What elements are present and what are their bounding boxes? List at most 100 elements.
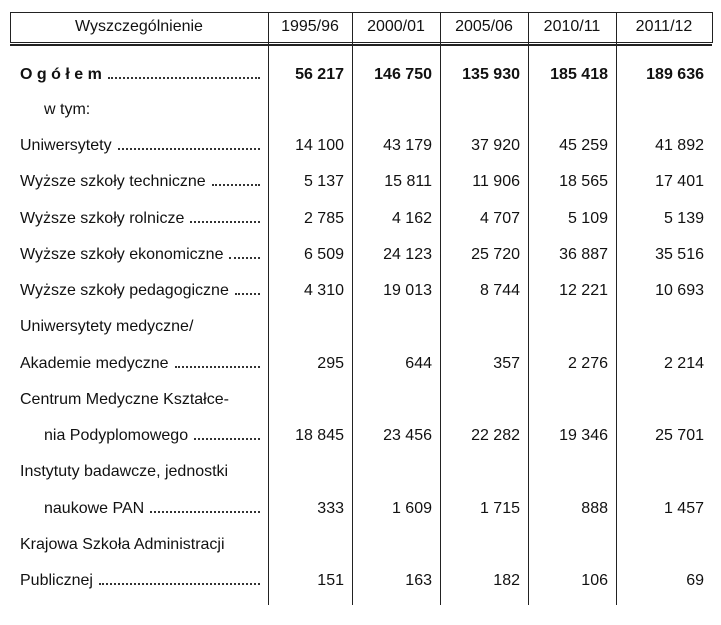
label-text: naukowe PAN: [44, 499, 145, 517]
leader: [234, 279, 260, 295]
rule: [10, 44, 712, 46]
cell-value: 4 162: [391, 209, 432, 227]
cell-value: 333: [317, 499, 344, 517]
cell-value: 11 906: [472, 173, 520, 191]
row-label: Uniwersytety: [20, 134, 262, 158]
cell-value: 5 137: [303, 173, 344, 191]
column-rule: [352, 12, 353, 605]
header-year: 1995/96: [281, 18, 339, 35]
cell-value: 163: [405, 572, 432, 589]
header-year: 2005/06: [455, 18, 513, 35]
cell-value: 14 100: [295, 137, 344, 154]
row-label: nia Podyplomowego: [44, 424, 262, 448]
cell-value: 56 217: [295, 66, 344, 83]
row-label: Wyższe szkoły techniczne: [20, 170, 262, 194]
leader: [150, 497, 260, 513]
label-text: Krajowa Szkoła Administracji: [20, 535, 225, 553]
cell-value: 2 214: [663, 354, 704, 372]
cell-value: 45 259: [559, 137, 608, 154]
row-label: naukowe PAN: [44, 497, 262, 521]
column-rule: [528, 12, 529, 605]
header-year: 2010/11: [543, 18, 601, 35]
row-label: Publicznej: [20, 569, 262, 593]
cell-value: 106: [581, 572, 608, 589]
cell-value: 19 013: [383, 282, 432, 299]
label-text: nia Podyplomowego: [44, 427, 189, 444]
label-text: O g ó ł e m: [20, 66, 102, 83]
leader: [174, 352, 260, 368]
column-rule: [616, 12, 617, 605]
cell-value: 15 811: [384, 173, 432, 191]
row-label: Wyższe szkoły pedagogiczne: [20, 279, 262, 303]
leader: [194, 424, 260, 440]
leader: [190, 207, 260, 223]
row-label: Wyższe szkoły ekonomiczne: [20, 243, 262, 267]
leader: [107, 63, 260, 79]
cell-value: 4 707: [479, 209, 520, 227]
cell-value: 43 179: [383, 137, 432, 154]
row-label: Centrum Medyczne Kształce-: [20, 388, 262, 412]
cell-value: 24 123: [383, 245, 432, 263]
header-year: 2011/12: [635, 18, 693, 35]
cell-value: 6 509: [303, 245, 344, 263]
label-text: Uniwersytety medyczne/: [20, 318, 194, 336]
cell-value: 888: [581, 499, 608, 517]
cell-value: 8 744: [479, 282, 520, 299]
leader: [211, 170, 260, 187]
cell-value: 69: [686, 572, 704, 589]
leader: [98, 569, 260, 585]
cell-value: 22 282: [471, 427, 520, 444]
cell-value: 1 715: [479, 499, 520, 517]
cell-value: 37 920: [471, 137, 520, 154]
cell-value: 189 636: [646, 66, 704, 83]
row-label: w tym:: [44, 98, 262, 122]
cell-value: 135 930: [462, 66, 520, 83]
cell-value: 146 750: [374, 66, 432, 83]
cell-value: 23 456: [383, 427, 432, 444]
cell-value: 1 457: [663, 499, 704, 517]
cell-value: 5 109: [567, 209, 608, 227]
cell-value: 5 139: [663, 209, 704, 227]
cell-value: 151: [317, 572, 344, 589]
cell-value: 25 701: [655, 427, 704, 444]
cell-value: 4 310: [303, 282, 344, 299]
row-label: Akademie medyczne: [20, 352, 262, 376]
row-label: Wyższe szkoły rolnicze: [20, 207, 262, 231]
cell-value: 36 887: [559, 245, 608, 263]
label-text: Wyższe szkoły pedagogiczne: [20, 282, 229, 299]
label-text: Instytuty badawcze, jednostki: [20, 463, 229, 481]
header-year: 2000/01: [367, 18, 425, 35]
header-label: Wyszczególnienie: [75, 18, 203, 35]
rule: [10, 12, 11, 43]
leader: [117, 134, 260, 150]
leader: [229, 243, 260, 259]
cell-value: 1 609: [391, 499, 432, 517]
label-text: w tym:: [44, 101, 91, 118]
row-label: Krajowa Szkoła Administracji: [20, 533, 262, 557]
cell-value: 35 516: [655, 245, 704, 263]
cell-value: 357: [493, 354, 520, 372]
cell-value: 41 892: [655, 137, 704, 154]
cell-value: 17 401: [655, 173, 704, 191]
cell-value: 19 346: [559, 427, 608, 444]
label-text: Uniwersytety: [20, 137, 112, 154]
cell-value: 2 276: [567, 354, 608, 372]
column-rule: [268, 12, 269, 605]
row-label: Instytuty badawcze, jednostki: [20, 460, 262, 484]
column-rule: [440, 12, 441, 605]
cell-value: 25 720: [471, 245, 520, 263]
row-label: O g ó ł e m: [20, 63, 262, 87]
cell-value: 18 565: [559, 173, 608, 191]
rule: [10, 12, 712, 13]
cell-value: 295: [317, 354, 344, 372]
label-text: Centrum Medyczne Kształce-: [20, 390, 229, 408]
row-label: Uniwersytety medyczne/: [20, 315, 262, 339]
cell-value: 2 785: [303, 209, 344, 227]
label-text: Wyższe szkoły techniczne: [20, 173, 206, 191]
cell-value: 18 845: [295, 427, 344, 444]
cell-value: 12 221: [559, 282, 608, 299]
label-text: Akademie medyczne: [20, 354, 169, 372]
